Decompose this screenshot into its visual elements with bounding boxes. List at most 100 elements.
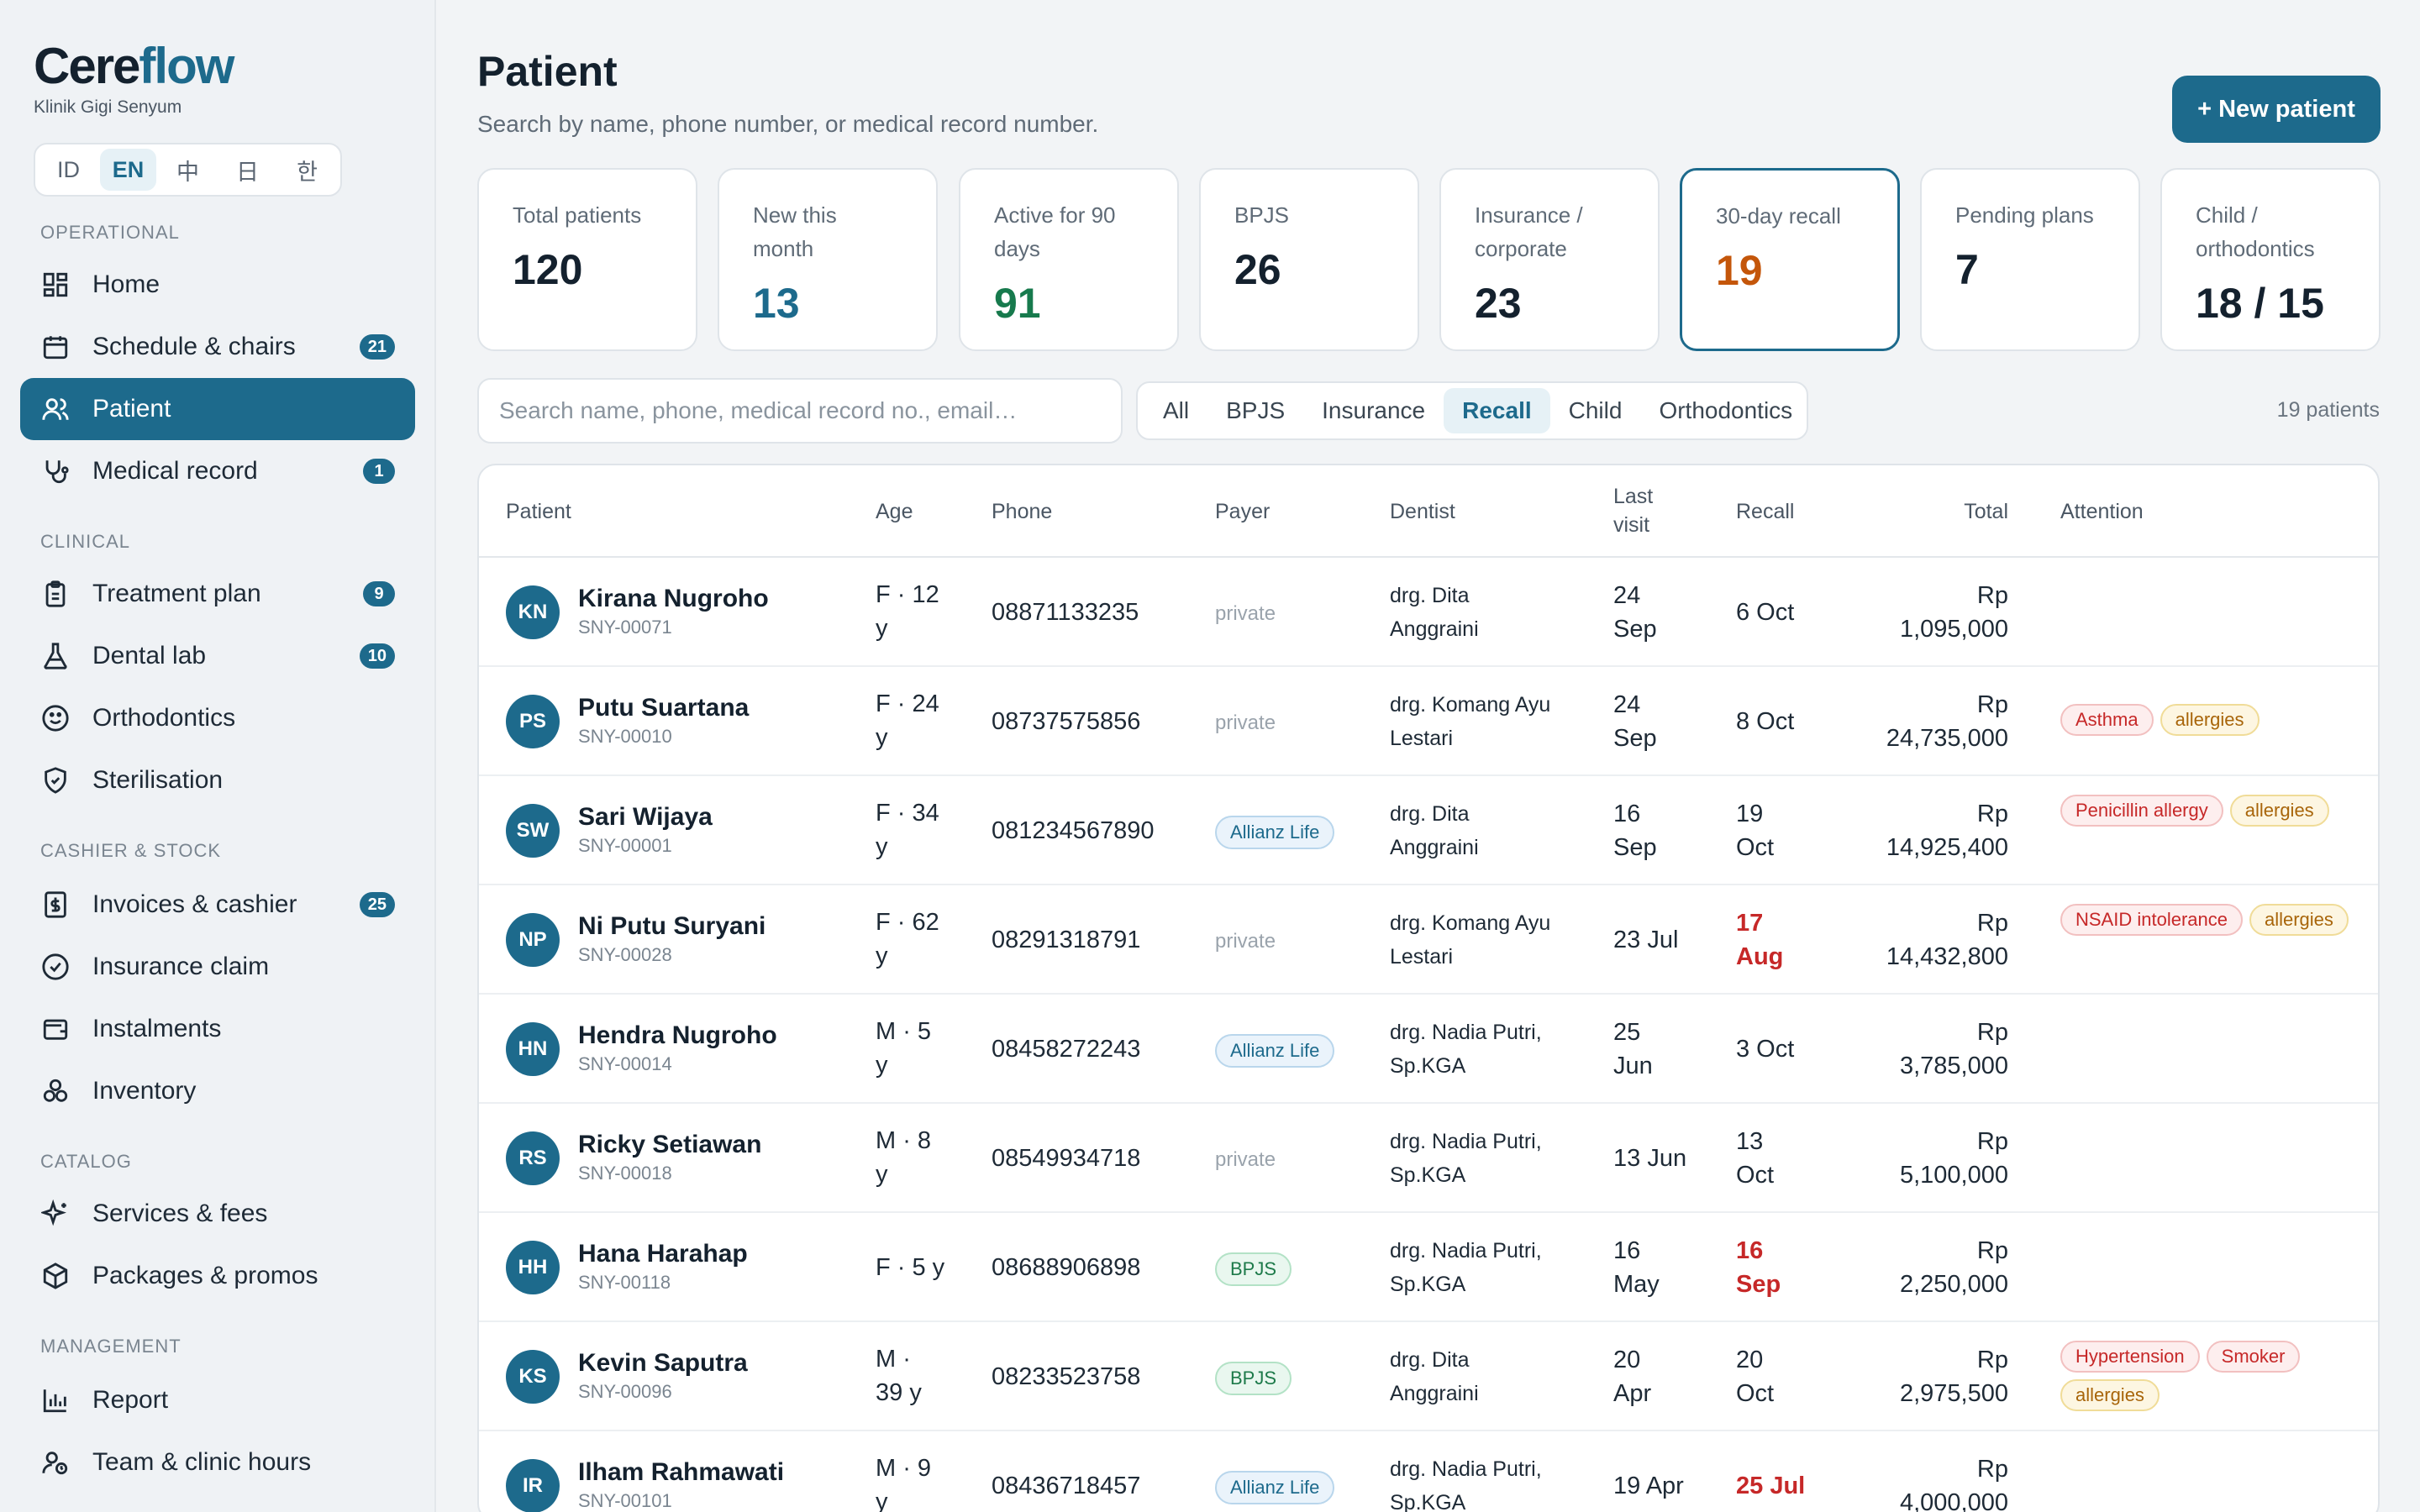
total-amount: 4,000,000 <box>1899 1489 2008 1512</box>
recall-text: Oct <box>1736 1162 1775 1189</box>
filter-orthodontics[interactable]: Orthodontics <box>1659 397 1793 423</box>
last-visit-cell: 25 Jun <box>1613 1016 1653 1083</box>
patient-name[interactable]: Ricky Setiawan <box>578 1131 762 1158</box>
page-subtitle: Search by name, phone number, or medical… <box>477 111 1099 137</box>
filter-insurance[interactable]: Insurance <box>1322 397 1426 423</box>
column-header-dentist[interactable]: Dentist <box>1390 500 1455 523</box>
sidebar-item-label: Invoices & cashier <box>92 890 297 918</box>
dentist-text: Sp.KGA <box>1390 1273 1466 1296</box>
sidebar-item-team[interactable]: Team & clinic hours <box>20 1431 415 1494</box>
stat-bpjs[interactable]: BPJS 26 <box>1199 168 1419 351</box>
users-icon <box>40 394 71 424</box>
table-row[interactable]: HH Hana Harahap SNY-00118 F · 5 y 086889… <box>479 1213 2378 1322</box>
recall-text: Aug <box>1736 943 1784 970</box>
column-header-payer[interactable]: Payer <box>1215 500 1270 523</box>
sidebar-item-insurance-claim[interactable]: Insurance claim <box>20 936 415 998</box>
search-input[interactable] <box>477 378 1123 444</box>
sidebar-item-label: Inventory <box>92 1077 197 1105</box>
filter-child[interactable]: Child <box>1568 397 1623 423</box>
table-row[interactable]: NP Ni Putu Suryani SNY-00028 F · 62 y 082… <box>479 885 2378 995</box>
new-patient-button[interactable]: + New patient <box>2172 76 2381 143</box>
lang-zh[interactable]: 中 <box>176 159 199 185</box>
sidebar-item-patient[interactable]: Patient <box>20 378 415 440</box>
patient-name[interactable]: Ilham Rahmawati <box>578 1458 785 1486</box>
phone-cell: 08688906898 <box>992 1254 1141 1281</box>
avatar: RS <box>506 1131 560 1185</box>
dentist-text: Sp.KGA <box>1390 1163 1466 1187</box>
patient-name[interactable]: Putu Suartana <box>578 694 750 722</box>
sidebar-item-invoices[interactable]: Invoices & cashier 25 <box>20 874 415 936</box>
sidebar-item-packages[interactable]: Packages & promos <box>20 1245 415 1307</box>
sidebar-item-dental-lab[interactable]: Dental lab 10 <box>20 625 415 687</box>
column-header-last-visit[interactable]: Last visit <box>1613 482 1653 539</box>
sidebar-item-label: Report <box>92 1386 169 1414</box>
last-visit-cell: 19 Apr <box>1613 1469 1684 1503</box>
table-row[interactable]: RS Ricky Setiawan SNY-00018 M · 8 y 08549… <box>479 1104 2378 1213</box>
stat-active-90-days[interactable]: Active for 90 days 91 <box>959 168 1179 351</box>
sidebar-item-sterilisation[interactable]: Sterilisation <box>20 749 415 811</box>
column-header-attention[interactable]: Attention <box>2060 500 2144 523</box>
brand-name-accent: flow <box>139 38 234 94</box>
sidebar-item-services[interactable]: Services & fees <box>20 1183 415 1245</box>
patient-name[interactable]: Hana Harahap <box>578 1240 748 1268</box>
payer-badge: Allianz Life <box>1215 816 1335 849</box>
stat-value: 7 <box>1955 246 1979 293</box>
sidebar-item-report[interactable]: Report <box>20 1369 415 1431</box>
column-header-text: visit <box>1613 513 1650 537</box>
lang-ko[interactable]: 한 <box>297 159 318 185</box>
filter-all[interactable]: All <box>1163 397 1190 423</box>
table-row[interactable]: SW Sari Wijaya SNY-00001 F · 34 y 0812345… <box>479 776 2378 885</box>
stat-child-orthodontics[interactable]: Child / orthodontics 18 / 15 <box>2160 168 2381 351</box>
stat-insurance-corporate[interactable]: Insurance / corporate 23 <box>1439 168 1660 351</box>
table-row[interactable]: PS Putu Suartana SNY-00010 F · 24 y 08737… <box>479 667 2378 776</box>
check-circle-icon <box>40 952 71 982</box>
sidebar-item-orthodontics[interactable]: Orthodontics <box>20 687 415 749</box>
sidebar-item-medical-record[interactable]: Medical record 1 <box>20 440 415 502</box>
recall-text: 3 Oct <box>1736 1036 1795 1063</box>
total-cell: Rp 2,250,000 <box>1790 1234 2008 1301</box>
result-count: 19 patients <box>2276 398 2380 422</box>
total-currency: Rp <box>1976 1237 2008 1264</box>
column-header-recall[interactable]: Recall <box>1736 500 1795 523</box>
payer-cell: BPJS <box>1215 1360 1292 1395</box>
patient-name[interactable]: Ni Putu Suryani <box>578 912 766 940</box>
count-badge: 21 <box>359 334 395 360</box>
age-text: y <box>876 1052 888 1079</box>
column-header-phone[interactable]: Phone <box>992 500 1053 523</box>
sidebar-item-inventory[interactable]: Inventory <box>20 1060 415 1122</box>
total-cell: Rp 2,975,500 <box>1790 1343 2008 1410</box>
sidebar-item-home[interactable]: Home <box>20 254 415 316</box>
stat-total-patients[interactable]: Total patients 120 <box>477 168 697 351</box>
table-row[interactable]: KS Kevin Saputra SNY-00096 M · 39 y 08233… <box>479 1322 2378 1431</box>
column-header-patient[interactable]: Patient <box>506 500 571 523</box>
dentist-text: Anggraini <box>1390 617 1479 641</box>
sidebar-item-instalments[interactable]: Instalments <box>20 998 415 1060</box>
table-row[interactable]: KN Kirana Nugroho SNY-00071 F · 12 y 0887… <box>479 558 2378 667</box>
patient-name[interactable]: Sari Wijaya <box>578 803 713 831</box>
stat-new-this-month[interactable]: New this month 13 <box>718 168 938 351</box>
brand-logo[interactable]: Cereflow <box>34 37 234 95</box>
phone-cell: 08549934718 <box>992 1145 1141 1172</box>
recall-cell: 19 Oct <box>1736 797 1774 864</box>
patient-name[interactable]: Hendra Nugroho <box>578 1021 777 1049</box>
age-text: y <box>876 942 888 969</box>
last-visit-cell: 20 Apr <box>1613 1343 1651 1410</box>
stethoscope-icon <box>40 456 71 486</box>
sidebar-item-treatment-plan[interactable]: Treatment plan 9 <box>20 563 415 625</box>
filter-recall[interactable]: Recall <box>1444 388 1550 433</box>
dentist-text: Lestari <box>1390 727 1454 750</box>
table-row[interactable]: HN Hendra Nugroho SNY-00014 M · 5 y 08458… <box>479 995 2378 1104</box>
patient-name[interactable]: Kevin Saputra <box>578 1349 748 1377</box>
column-header-age[interactable]: Age <box>876 500 913 523</box>
stat-30-day-recall[interactable]: 30-day recall 19 <box>1680 168 1900 351</box>
table-row[interactable]: IR Ilham Rahmawati SNY-00101 M · 9 y 0843… <box>479 1431 2378 1512</box>
lang-en[interactable]: EN <box>100 149 156 191</box>
patient-table: Patient Age Phone Payer Dentist Last visi… <box>477 464 2380 1512</box>
filter-bpjs[interactable]: BPJS <box>1226 397 1286 423</box>
column-header-total[interactable]: Total <box>1964 500 2008 523</box>
patient-name[interactable]: Kirana Nugroho <box>578 585 769 612</box>
sidebar-item-schedule[interactable]: Schedule & chairs 21 <box>20 316 415 378</box>
lang-ja[interactable]: 日 <box>236 159 259 185</box>
stat-pending-plans[interactable]: Pending plans 7 <box>1920 168 2140 351</box>
lang-id[interactable]: ID <box>57 156 80 182</box>
